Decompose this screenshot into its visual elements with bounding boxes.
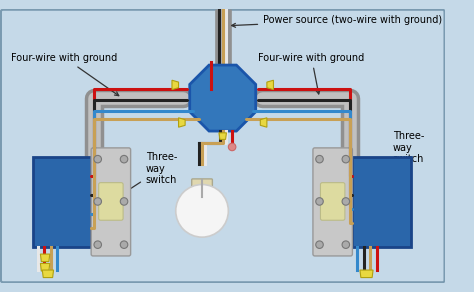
Circle shape	[94, 241, 101, 248]
Circle shape	[120, 198, 128, 205]
Polygon shape	[360, 270, 373, 278]
Circle shape	[120, 241, 128, 248]
Polygon shape	[190, 65, 255, 131]
Polygon shape	[260, 118, 267, 127]
Polygon shape	[219, 133, 227, 139]
Circle shape	[342, 155, 350, 163]
FancyBboxPatch shape	[191, 179, 212, 195]
Polygon shape	[42, 270, 54, 278]
Circle shape	[94, 155, 101, 163]
Circle shape	[316, 198, 323, 205]
Polygon shape	[267, 80, 273, 90]
Text: Three-
way
switch: Three- way switch	[114, 152, 177, 199]
Polygon shape	[179, 118, 185, 127]
Text: Four-wire with ground: Four-wire with ground	[258, 53, 365, 94]
Circle shape	[342, 198, 350, 205]
FancyBboxPatch shape	[99, 183, 123, 220]
Circle shape	[94, 198, 101, 205]
Polygon shape	[172, 80, 179, 90]
Circle shape	[316, 155, 323, 163]
FancyBboxPatch shape	[91, 148, 131, 256]
Text: Three-
way
switch: Three- way switch	[336, 131, 424, 199]
FancyBboxPatch shape	[1, 10, 445, 282]
FancyBboxPatch shape	[33, 157, 91, 246]
Circle shape	[120, 155, 128, 163]
FancyBboxPatch shape	[352, 157, 410, 246]
FancyBboxPatch shape	[320, 183, 345, 220]
Text: Four-wire with ground: Four-wire with ground	[11, 53, 119, 96]
Circle shape	[228, 143, 236, 151]
FancyBboxPatch shape	[313, 148, 352, 256]
Circle shape	[316, 241, 323, 248]
Circle shape	[176, 185, 228, 237]
Circle shape	[342, 241, 350, 248]
Polygon shape	[40, 254, 50, 262]
Text: Power source (two-wire with ground): Power source (two-wire with ground)	[232, 15, 442, 27]
Polygon shape	[40, 263, 50, 271]
